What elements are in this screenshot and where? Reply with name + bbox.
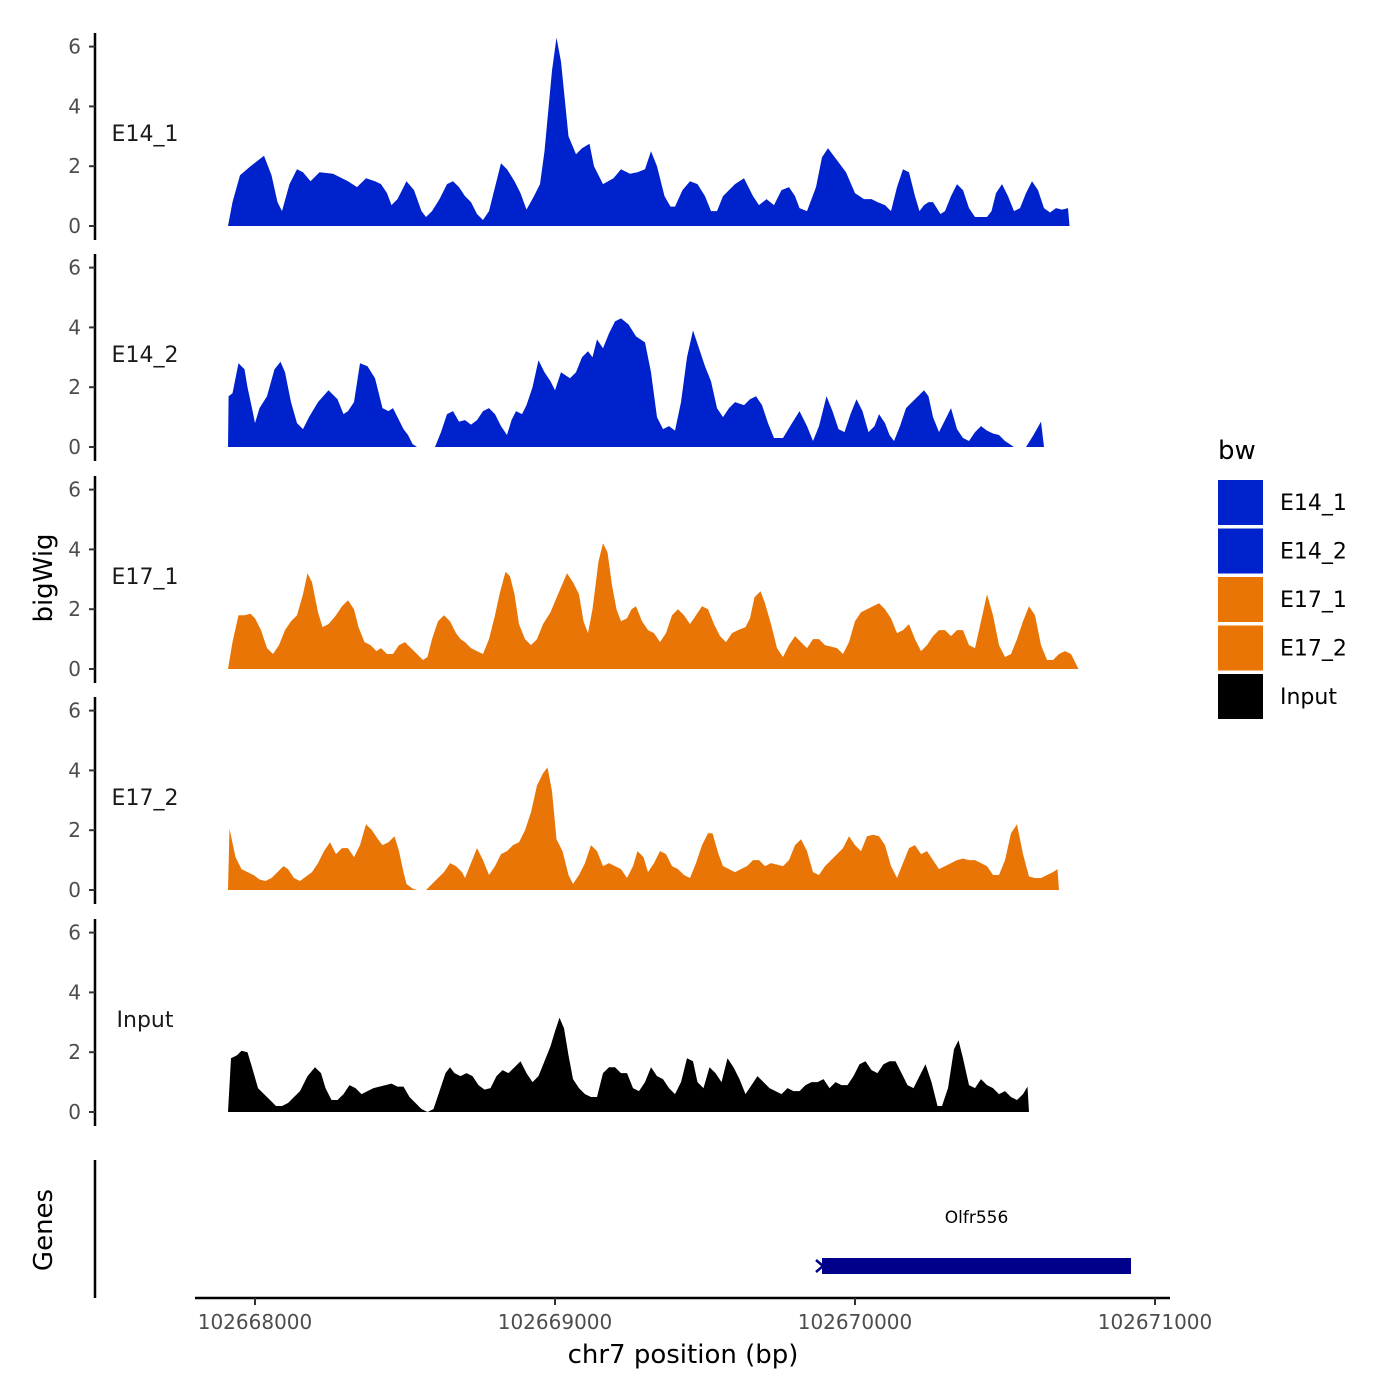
y-tick-label: 6: [68, 256, 81, 280]
legend-label: E14_2: [1280, 540, 1347, 565]
y-tick-label: 4: [68, 94, 81, 118]
legend-key-E14_2: [1218, 528, 1263, 574]
y-tick-label: 0: [68, 1100, 81, 1124]
x-tick-label: 102671000: [1098, 1310, 1213, 1334]
y-axis-title: bigWig: [29, 533, 59, 622]
gene-label: Olfr556: [945, 1208, 1009, 1228]
y-tick-label: 2: [68, 1040, 81, 1064]
legend-label: E17_1: [1280, 588, 1347, 613]
area-E17_2: [228, 767, 1059, 890]
area-E17_1: [228, 543, 1079, 669]
x-tick-label: 102668000: [198, 1310, 313, 1334]
y-tick-label: 2: [68, 597, 81, 621]
y-tick-label: 6: [68, 35, 81, 59]
y-tick-label: 2: [68, 375, 81, 399]
legend-key-E17_1: [1218, 577, 1263, 622]
track-label: E14_1: [112, 122, 179, 147]
track-panel-E17_2: 0 2 4 6 E17_2: [68, 697, 1059, 904]
y-tick-label: 6: [68, 699, 81, 723]
legend-key-E14_1: [1218, 480, 1263, 525]
legend-label: E14_1: [1280, 491, 1347, 516]
track-label: E17_2: [112, 786, 179, 811]
y-tick-label: 6: [68, 921, 81, 945]
x-axis-title: chr7 position (bp): [568, 1340, 799, 1370]
y-tick-label: 2: [68, 818, 81, 842]
y-tick-label: 4: [68, 315, 81, 339]
y-tick-label: 0: [68, 435, 81, 459]
track-label: E14_2: [112, 343, 179, 368]
genes-axis-title: Genes: [29, 1189, 59, 1271]
y-tick-label: 4: [68, 980, 81, 1004]
y-tick-label: 0: [68, 657, 81, 681]
y-tick-label: 6: [68, 478, 81, 502]
legend-key-Input: [1218, 674, 1263, 719]
genes-panel: Olfr556: [93, 1160, 1131, 1298]
y-tick-label: 4: [68, 537, 81, 561]
legend-label: E17_2: [1280, 637, 1347, 662]
area-Input: [228, 1017, 1029, 1112]
legend-label: Input: [1280, 685, 1337, 710]
track-panel-E14_2: 0 2 4 6 E14_2: [68, 254, 1044, 461]
track-label: Input: [117, 1008, 174, 1033]
y-tick-label: 4: [68, 758, 81, 782]
legend-key-E17_2: [1218, 625, 1263, 671]
track-panels: 0 2 4 6 E14_1 0 2 4 6 E14_2 0 2 4 6 E17_1 0 2 4 6 E17_2 0 2 4 6…: [68, 33, 1079, 1126]
y-tick-label: 0: [68, 878, 81, 902]
x-tick-label: 102670000: [798, 1310, 913, 1334]
strand-arrow: [815, 1259, 825, 1273]
track-panel-E14_1: 0 2 4 6 E14_1: [68, 33, 1070, 240]
y-tick-label: 0: [68, 214, 81, 238]
area-E14_1: [228, 37, 1070, 226]
legend: bw E14_1 E14_2 E17_1 E17_2 Input: [1218, 436, 1347, 719]
x-axis: 102668000 102669000 102670000 102671000: [195, 1296, 1213, 1334]
x-tick-label: 102669000: [498, 1310, 613, 1334]
track-panel-E17_1: 0 2 4 6 E17_1: [68, 476, 1079, 683]
area-E14_2: [228, 318, 1044, 447]
track-panel-Input: 0 2 4 6 Input: [68, 919, 1029, 1126]
y-tick-label: 2: [68, 154, 81, 178]
legend-title: bw: [1218, 436, 1256, 466]
gene-body: [822, 1258, 1131, 1274]
track-label: E17_1: [112, 565, 179, 590]
